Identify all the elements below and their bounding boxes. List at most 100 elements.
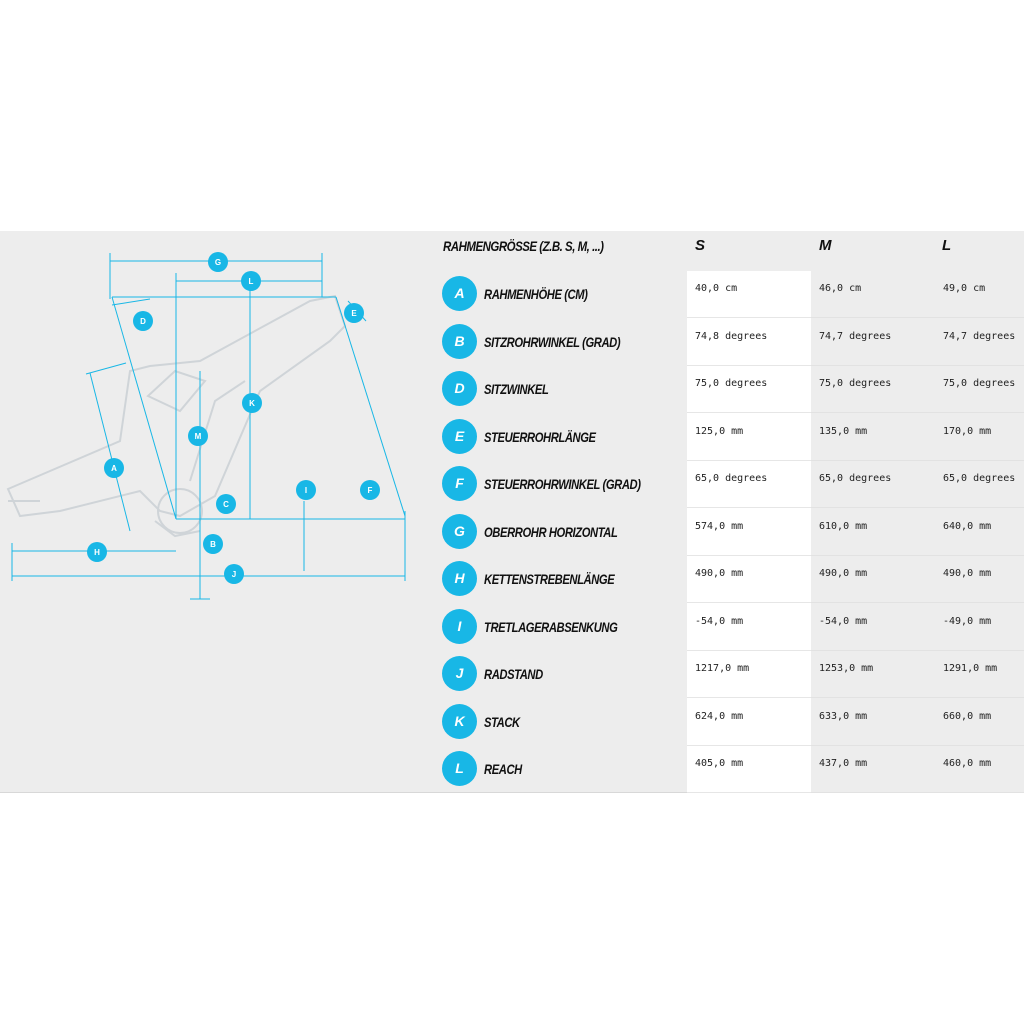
row-label: KETTENSTREBENLÄNGE bbox=[484, 571, 615, 587]
value-cell-m: 75,0 degrees bbox=[811, 366, 935, 413]
label-j: J bbox=[224, 564, 244, 584]
table-row: K STACK 624,0 mm 633,0 mm 660,0 mm bbox=[440, 698, 1024, 746]
svg-text:K: K bbox=[249, 399, 255, 408]
row-label: SITZWINKEL bbox=[484, 381, 549, 397]
value-cell-s: 74,8 degrees bbox=[687, 318, 811, 366]
value-cell-m: 437,0 mm bbox=[811, 746, 935, 793]
diagram-labels: G L D E K M A I F C B H J bbox=[87, 252, 380, 584]
label-i: I bbox=[296, 480, 316, 500]
label-a: A bbox=[104, 458, 124, 478]
value-cell-s: -54,0 mm bbox=[687, 603, 811, 651]
svg-text:D: D bbox=[140, 317, 146, 326]
row-key-badge: D bbox=[442, 371, 477, 406]
row-key-badge: J bbox=[442, 656, 477, 691]
svg-text:E: E bbox=[351, 309, 357, 318]
table-row: D SITZWINKEL 75,0 degrees 75,0 degrees 75,0 … bbox=[440, 366, 1024, 413]
row-key-badge: F bbox=[442, 466, 477, 501]
value-cell-l: 1291,0 mm bbox=[935, 651, 1024, 698]
row-label: RAHMENHÖHE (CM) bbox=[484, 286, 588, 302]
label-b: B bbox=[203, 534, 223, 554]
row-label: RADSTAND bbox=[484, 666, 543, 682]
value-cell-s: 75,0 degrees bbox=[687, 366, 811, 413]
value-cell-l: 65,0 degrees bbox=[935, 461, 1024, 508]
value-cell-m: 135,0 mm bbox=[811, 413, 935, 461]
row-key-badge: A bbox=[442, 276, 477, 311]
label-c: C bbox=[216, 494, 236, 514]
size-header-m: M bbox=[819, 237, 832, 254]
table-row: E STEUERROHRLÄNGE 125,0 mm 135,0 mm 170,0 mm bbox=[440, 413, 1024, 461]
row-key-badge: B bbox=[442, 323, 477, 359]
row-label: STEUERROHRLÄNGE bbox=[484, 428, 596, 445]
svg-text:G: G bbox=[215, 258, 221, 267]
row-label: REACH bbox=[484, 761, 522, 777]
svg-text:I: I bbox=[305, 486, 307, 495]
value-cell-s: 1217,0 mm bbox=[687, 651, 811, 698]
svg-text:C: C bbox=[223, 500, 229, 509]
label-h: H bbox=[87, 542, 107, 562]
row-key-badge: E bbox=[442, 418, 477, 454]
row-label: OBERROHR HORIZONTAL bbox=[484, 523, 618, 540]
frame-geometry-diagram: G L D E K M A I F C B H J bbox=[0, 231, 440, 792]
table-row: I TRETLAGERABSENKUNG -54,0 mm -54,0 mm -49,0… bbox=[440, 603, 1024, 651]
svg-text:H: H bbox=[94, 548, 100, 557]
label-g: G bbox=[208, 252, 228, 272]
label-k: K bbox=[242, 393, 262, 413]
frame-svg: G L D E K M A I F C B H J bbox=[6, 252, 406, 600]
table-row: A RAHMENHÖHE (CM) 40,0 cm 46,0 cm 49,0 cm bbox=[440, 271, 1024, 318]
value-cell-m: 1253,0 mm bbox=[811, 651, 935, 698]
svg-text:B: B bbox=[210, 540, 216, 549]
value-cell-s: 624,0 mm bbox=[687, 698, 811, 746]
row-key-badge: L bbox=[442, 751, 477, 786]
value-cell-m: 490,0 mm bbox=[811, 556, 935, 603]
value-cell-s: 125,0 mm bbox=[687, 413, 811, 461]
row-label: TRETLAGERABSENKUNG bbox=[484, 618, 618, 635]
value-cell-l: -49,0 mm bbox=[935, 603, 1024, 651]
bike-frame bbox=[6, 294, 347, 538]
geometry-table: RAHMENGRÖSSE (Z.B. S, M, ...) S M L A RAH… bbox=[440, 231, 1024, 793]
value-cell-s: 574,0 mm bbox=[687, 508, 811, 556]
table-row: L REACH 405,0 mm 437,0 mm 460,0 mm bbox=[440, 746, 1024, 793]
value-cell-s: 65,0 degrees bbox=[687, 461, 811, 508]
svg-text:L: L bbox=[249, 277, 254, 286]
table-row: H KETTENSTREBENLÄNGE 490,0 mm 490,0 mm 490,0… bbox=[440, 556, 1024, 603]
value-cell-l: 49,0 cm bbox=[935, 271, 1024, 318]
label-l: L bbox=[241, 271, 261, 291]
size-header-label: RAHMENGRÖSSE (Z.B. S, M, ...) bbox=[443, 238, 604, 254]
value-cell-m: -54,0 mm bbox=[811, 603, 935, 651]
row-label: STACK bbox=[484, 713, 520, 730]
value-cell-s: 40,0 cm bbox=[687, 271, 811, 318]
row-key-badge: G bbox=[442, 513, 477, 549]
table-row: G OBERROHR HORIZONTAL 574,0 mm 610,0 mm 640,… bbox=[440, 508, 1024, 556]
svg-text:M: M bbox=[195, 432, 202, 441]
label-e: E bbox=[344, 303, 364, 323]
row-label: STEUERROHRWINKEL (GRAD) bbox=[484, 476, 641, 492]
value-cell-m: 633,0 mm bbox=[811, 698, 935, 746]
table-row: B SITZROHRWINKEL (GRAD) 74,8 degrees 74,7 d… bbox=[440, 318, 1024, 366]
value-cell-l: 490,0 mm bbox=[935, 556, 1024, 603]
size-header-l: L bbox=[942, 237, 951, 254]
label-f: F bbox=[360, 480, 380, 500]
value-cell-l: 640,0 mm bbox=[935, 508, 1024, 556]
value-cell-l: 660,0 mm bbox=[935, 698, 1024, 746]
row-key-badge: I bbox=[442, 608, 477, 644]
svg-text:J: J bbox=[232, 570, 236, 579]
value-cell-l: 75,0 degrees bbox=[935, 366, 1024, 413]
label-m: M bbox=[188, 426, 208, 446]
table-row: F STEUERROHRWINKEL (GRAD) 65,0 degrees 65,0… bbox=[440, 461, 1024, 508]
size-header-s: S bbox=[695, 237, 705, 254]
value-cell-m: 65,0 degrees bbox=[811, 461, 935, 508]
svg-text:A: A bbox=[111, 464, 117, 473]
row-key-badge: K bbox=[442, 703, 477, 739]
svg-text:F: F bbox=[368, 486, 373, 495]
row-key-badge: H bbox=[442, 561, 477, 596]
label-d: D bbox=[133, 311, 153, 331]
row-label: SITZROHRWINKEL (GRAD) bbox=[484, 333, 621, 350]
value-cell-s: 405,0 mm bbox=[687, 746, 811, 793]
value-cell-m: 74,7 degrees bbox=[811, 318, 935, 366]
value-cell-m: 610,0 mm bbox=[811, 508, 935, 556]
value-cell-l: 460,0 mm bbox=[935, 746, 1024, 793]
value-cell-s: 490,0 mm bbox=[687, 556, 811, 603]
value-cell-l: 74,7 degrees bbox=[935, 318, 1024, 366]
value-cell-m: 46,0 cm bbox=[811, 271, 935, 318]
table-row: J RADSTAND 1217,0 mm 1253,0 mm 1291,0 mm bbox=[440, 651, 1024, 698]
